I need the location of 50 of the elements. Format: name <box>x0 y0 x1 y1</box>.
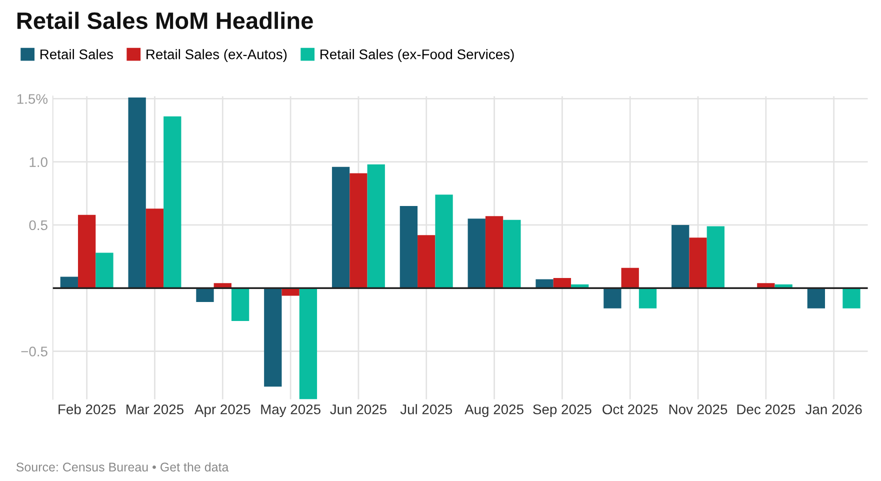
bar <box>468 218 486 288</box>
source-note: Source: Census Bureau • Get the data <box>16 462 229 472</box>
bar <box>842 288 860 308</box>
bar <box>604 288 622 308</box>
x-tick-label: Jan 2026 <box>805 404 862 414</box>
bar <box>332 166 350 288</box>
bar <box>706 226 724 288</box>
x-tick-label: Sep 2025 <box>533 404 592 418</box>
bar <box>485 216 504 288</box>
bar <box>96 252 114 288</box>
x-tick-label: Feb 2025 <box>58 404 116 414</box>
bar <box>621 268 639 288</box>
bar <box>350 173 368 288</box>
bar <box>196 288 214 302</box>
x-tick-label: Jun 2025 <box>330 404 386 414</box>
bar <box>146 208 164 288</box>
x-tick-label: May 2025 <box>261 404 320 418</box>
bar <box>400 206 418 288</box>
bar <box>367 164 385 288</box>
bar <box>638 288 657 308</box>
bar <box>299 288 318 400</box>
x-tick-label: Apr 2025 <box>194 404 250 418</box>
bar <box>78 214 96 288</box>
bar <box>553 278 572 288</box>
bar <box>536 279 554 288</box>
bar <box>164 116 182 288</box>
legend-label: Retail Sales <box>40 49 113 60</box>
x-tick-label: Aug 2025 <box>464 404 524 418</box>
chart-title: Retail Sales MoM Headline <box>17 12 313 30</box>
bar <box>672 224 690 288</box>
bar <box>503 220 521 288</box>
y-tick-label: −0.5 <box>21 346 48 356</box>
bar <box>435 194 453 288</box>
y-tick-label: 1.5% <box>17 94 48 104</box>
bar <box>689 238 707 288</box>
x-tick-label: Dec 2025 <box>737 404 796 414</box>
bar <box>128 97 146 288</box>
x-tick-label: Nov 2025 <box>669 404 728 414</box>
bar <box>231 288 250 321</box>
y-tick-label: 1.0 <box>30 157 48 168</box>
bar <box>264 288 282 387</box>
y-tick-label: 0.5 <box>29 220 48 230</box>
x-tick-label: Mar 2025 <box>126 404 184 414</box>
bar <box>60 276 78 288</box>
bar <box>418 235 436 288</box>
legend-label: Retail Sales (ex-Food Services) <box>320 49 514 62</box>
legend-label: Retail Sales (ex-Autos) <box>146 49 287 62</box>
x-tick-label: Jul 2025 <box>400 404 452 414</box>
x-tick-label: Oct 2025 <box>602 404 658 414</box>
bar <box>807 288 825 308</box>
